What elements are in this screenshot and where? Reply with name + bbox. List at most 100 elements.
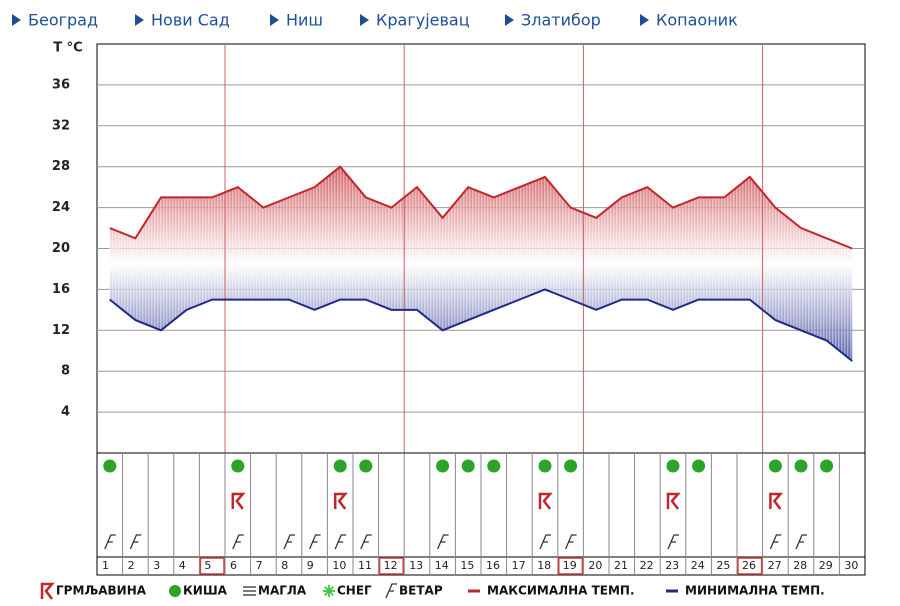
highlight-day [737,557,763,575]
wind-icon [769,534,782,550]
rain-icon [333,459,347,473]
nav-arrow [135,14,144,26]
day-label: 25 [716,559,730,572]
day-label: 5 [204,559,211,572]
legend-label: МАКСИМАЛНА ТЕМП. [487,584,635,598]
nav-arrow [505,14,514,26]
rain-icon [666,459,680,473]
day-label: 10 [332,559,346,572]
day-label: 1 [102,559,109,572]
y-tick-label: 12 [52,323,70,338]
wind-icon [309,534,321,550]
day-label: 2 [128,559,135,572]
day-label: 13 [409,559,423,572]
highlight-day [378,557,404,575]
wind-icon [795,534,807,550]
rain-icon [564,459,578,473]
nav-link[interactable]: Нови Сад [151,11,230,30]
highlight-day [558,557,584,575]
legend-label: ГРМЉАВИНА [56,584,147,598]
day-label: 28 [793,559,807,572]
rain-icon [487,459,501,473]
y-tick-label: 20 [52,241,70,256]
rain-icon [538,459,552,473]
y-tick-label: 16 [52,282,70,297]
wind-icon [565,534,577,550]
wind-icon [360,534,372,550]
legend-snow [324,586,334,596]
day-label: 20 [588,559,602,572]
wind-icon [232,534,244,550]
legend-label: КИША [183,584,228,598]
day-label: 3 [153,559,160,572]
nav-link[interactable]: Ниш [286,11,323,30]
nav-arrow [360,14,369,26]
y-tick-label: 4 [61,405,70,420]
thunder-icon [666,492,681,510]
legend-thunder [40,582,55,600]
rain-icon [359,459,373,473]
nav-link[interactable]: Крагујевац [376,11,470,30]
wind-icon [385,583,397,599]
day-label: 4 [179,559,186,572]
nav-arrow [640,14,649,26]
day-label: 30 [844,559,858,572]
day-label: 26 [742,559,756,572]
legend-label: МАГЛА [258,584,307,598]
day-label: 22 [640,559,654,572]
nav-link[interactable]: Златибор [521,11,601,30]
y-tick-label: 8 [61,364,70,379]
day-label: 23 [665,559,679,572]
thunder-icon [769,492,784,510]
day-label: 8 [281,559,288,572]
highlight-day [199,557,225,575]
day-label: 16 [486,559,500,572]
wind-icon [334,534,347,550]
rain-icon [103,459,117,473]
nav-link[interactable]: Копаоник [656,11,738,30]
rain-icon [461,459,475,473]
rain-icon [768,459,782,473]
rain-icon [794,459,808,473]
day-label: 15 [460,559,474,572]
rain-icon [692,459,706,473]
legend-label: МИНИМАЛНА ТЕМП. [685,584,825,598]
nav-link[interactable]: Београд [28,11,98,30]
y-tick-label: 32 [52,118,70,133]
rain-icon [820,459,834,473]
rain-icon [436,459,450,473]
day-label: 7 [256,559,263,572]
thunder-icon [538,492,553,510]
y-tick-label: 28 [52,159,70,174]
wind-icon [283,534,295,550]
day-label: 9 [307,559,314,572]
legend-label: ВЕТАР [399,584,443,598]
day-label: 11 [358,559,372,572]
y-tick-label: 24 [52,200,70,215]
day-label: 17 [512,559,526,572]
day-label: 24 [691,559,705,572]
thunder-icon [333,492,348,510]
day-label: 12 [384,559,398,572]
legend-label: СНЕГ [337,584,372,598]
day-label: 21 [614,559,628,572]
day-label: 18 [537,559,551,572]
wind-icon [104,534,116,550]
rain-icon [231,459,245,473]
temp-line [109,165,853,250]
rain-icon [169,585,181,597]
day-label: 19 [563,559,577,572]
nav-arrow [12,14,21,26]
wind-icon [437,534,449,550]
nav-arrow [270,14,279,26]
y-tick-label: 36 [52,77,70,92]
thunder-icon [231,492,246,510]
day-label: 14 [435,559,449,572]
temp-line [109,288,853,362]
day-label: 29 [819,559,833,572]
wind-icon [129,534,142,550]
day-label: 27 [768,559,782,572]
wind-icon [667,534,679,550]
day-label: 6 [230,559,237,572]
